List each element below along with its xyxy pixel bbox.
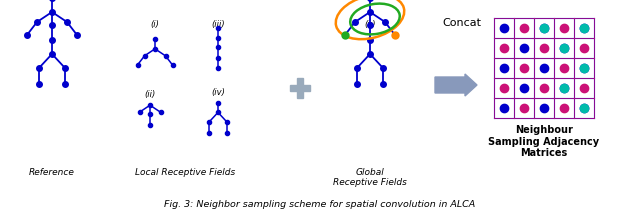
Text: (iv): (iv) [211, 88, 225, 97]
Text: Fig. 3: Neighbor sampling scheme for spatial convolution in ALCA: Fig. 3: Neighbor sampling scheme for spa… [164, 200, 476, 209]
Text: (i): (i) [150, 20, 159, 29]
Text: Global
Receptive Fields: Global Receptive Fields [333, 168, 407, 187]
Text: Reference: Reference [29, 168, 75, 177]
Text: (iii): (iii) [211, 20, 225, 29]
Bar [297, 78, 303, 98]
FancyArrow shape [435, 74, 477, 96]
Text: Neighbour
Sampling Adjacency
Matrices: Neighbour Sampling Adjacency Matrices [488, 125, 600, 158]
Bar [290, 85, 310, 91]
Text: Local Receptive Fields: Local Receptive Fields [135, 168, 235, 177]
Text: (ii): (ii) [145, 90, 156, 99]
Text: Concat: Concat [442, 18, 481, 28]
Text: (v): (v) [364, 20, 376, 29]
